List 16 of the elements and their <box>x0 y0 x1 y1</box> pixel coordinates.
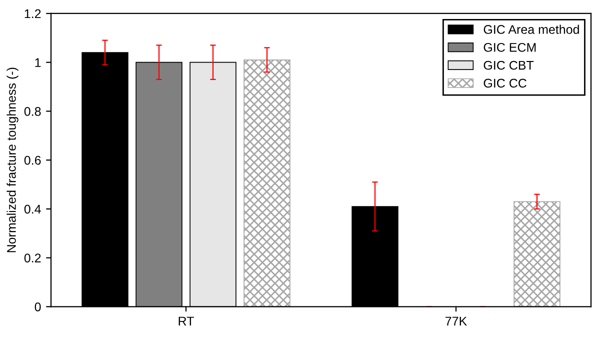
legend-label: GIC ECM <box>484 42 536 52</box>
bar <box>244 59 290 307</box>
x-tick-label: RT <box>178 316 194 326</box>
y-tick-label: 1.2 <box>24 9 41 18</box>
legend-label: GIC Area method <box>484 24 579 34</box>
y-tick-label: 1 <box>35 58 41 67</box>
y-tick-label: 0 <box>34 302 41 312</box>
y-tick-label: 0.4 <box>24 204 41 214</box>
y-tick-label: 0.2 <box>24 254 41 262</box>
legend-label: GIC CC <box>484 78 526 88</box>
y-tick-label: 0.8 <box>24 107 41 116</box>
legend-label: GIC CBT <box>484 60 534 70</box>
x-tick-label: 77K <box>446 316 467 326</box>
y-tick-label: 0.6 <box>24 156 41 165</box>
bar <box>514 201 560 307</box>
y-axis-title: Normalized fracture toughness (-) <box>6 68 18 252</box>
